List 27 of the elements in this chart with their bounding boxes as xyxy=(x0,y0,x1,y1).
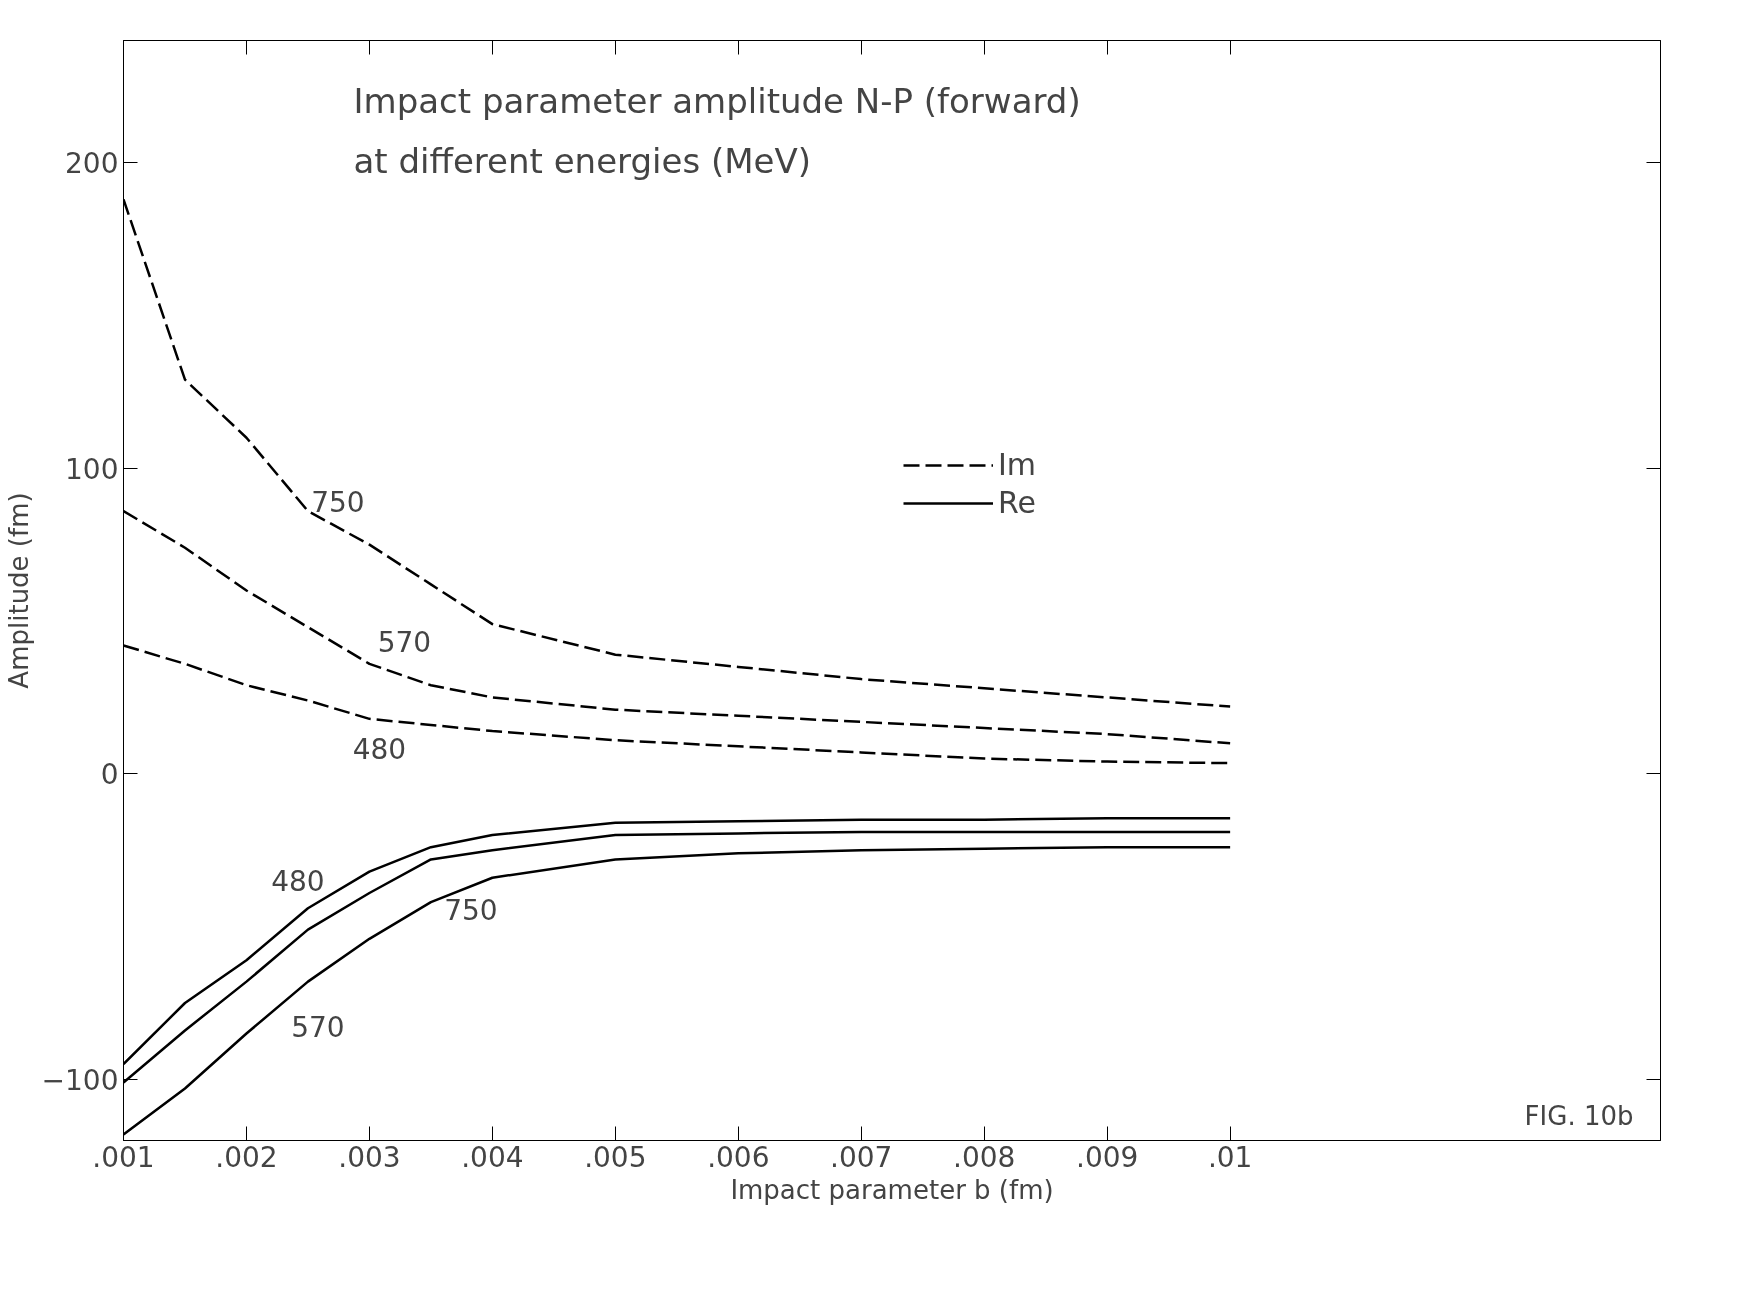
text: at different energies (MeV) xyxy=(353,140,811,181)
y-axis-title: Amplitude (fm) xyxy=(3,492,34,689)
annotation: 480 xyxy=(271,864,325,898)
legend-label: Re xyxy=(998,485,1036,520)
x-tick-label: .004 xyxy=(461,1140,524,1174)
legend-label: Im xyxy=(998,447,1037,482)
x-tick-label: .008 xyxy=(953,1140,1016,1174)
annotation: 750 xyxy=(444,893,498,927)
x-tick-label: .009 xyxy=(1076,1140,1139,1174)
text: Impact parameter amplitude N-P (forward) xyxy=(353,80,1081,121)
x-tick-label: .001 xyxy=(92,1140,155,1174)
annotation: FIG. 10b xyxy=(1524,1100,1634,1131)
x-tick-label: .01 xyxy=(1207,1140,1253,1174)
annotation: 750 xyxy=(311,485,365,519)
annotation: 480 xyxy=(352,733,407,767)
y-tick-label: 100 xyxy=(65,452,119,486)
x-tick-label: .006 xyxy=(707,1140,770,1174)
x-tick-label: .003 xyxy=(338,1140,401,1174)
x-tick-label: .005 xyxy=(584,1140,647,1174)
x-axis-title: Impact parameter b (fm) xyxy=(730,1174,1054,1205)
annotation: 570 xyxy=(377,626,432,660)
y-tick-label: 200 xyxy=(65,147,119,181)
x-tick-label: .007 xyxy=(830,1140,893,1174)
y-tick-label: −100 xyxy=(41,1063,119,1097)
y-tick-label: 0 xyxy=(100,758,119,792)
annotation: 570 xyxy=(291,1011,345,1045)
x-tick-label: .002 xyxy=(215,1140,278,1174)
